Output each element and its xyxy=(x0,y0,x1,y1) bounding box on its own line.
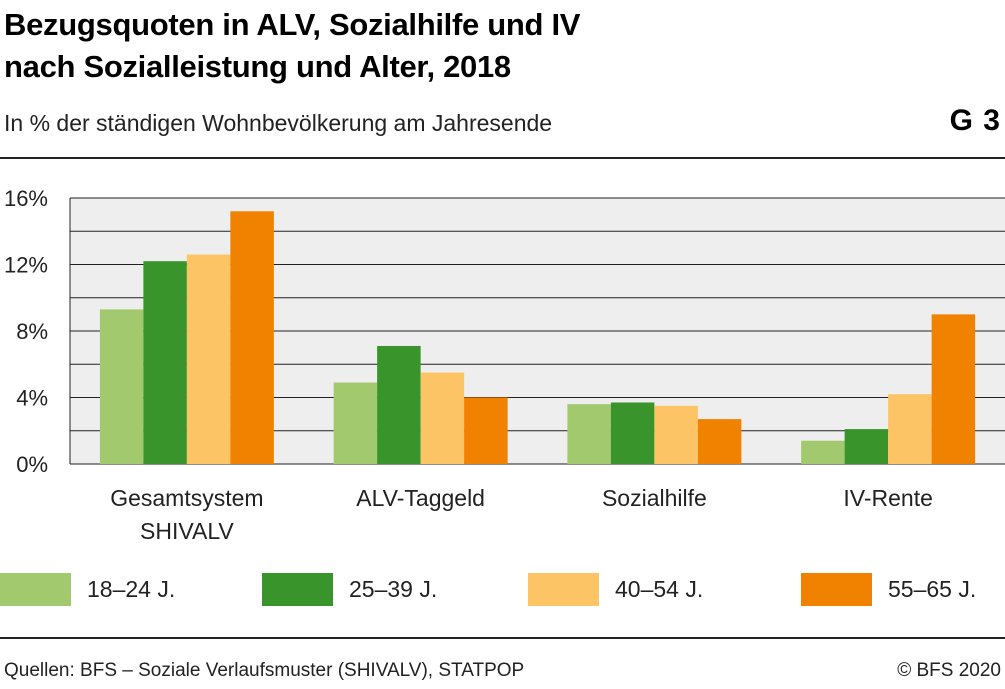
bar xyxy=(654,405,698,464)
copyright-note: © BFS 2020 xyxy=(897,660,1001,681)
bar xyxy=(333,382,378,464)
legend-label: 25–39 J. xyxy=(349,575,438,602)
y-tick-label: 12% xyxy=(4,253,48,278)
header-divider xyxy=(0,157,1005,159)
graph-number: G 3 xyxy=(949,104,1001,137)
bar-chart: 0% 4% 8% 12% 16% Gesamtsystem SHIVALV ALV-Tagge… xyxy=(4,186,1005,544)
legend-swatch xyxy=(262,572,333,606)
bar xyxy=(143,261,187,464)
y-tick-label: 8% xyxy=(16,319,48,344)
bar xyxy=(697,419,742,464)
bar xyxy=(377,345,421,464)
source-note: Quellen: BFS – Soziale Verlaufsmuster (S… xyxy=(4,660,525,681)
bar xyxy=(567,404,611,464)
x-tick-label: IV-Rente xyxy=(843,485,933,511)
footer-divider xyxy=(0,637,1005,639)
y-tick-label: 0% xyxy=(16,452,48,477)
legend-swatch xyxy=(528,572,599,606)
chart-title-line1: Bezugsquoten in ALV, Sozialhilfe und IV xyxy=(4,7,581,42)
y-tick-label: 16% xyxy=(4,186,48,211)
legend-item: 25–39 J. xyxy=(262,572,437,606)
legend-swatch xyxy=(0,572,71,606)
bar xyxy=(99,309,144,464)
x-tick-label: Gesamtsystem xyxy=(110,485,263,511)
bar xyxy=(464,397,508,464)
y-tick-label: 4% xyxy=(16,386,48,411)
legend-item: 55–65 J. xyxy=(801,572,976,606)
bar xyxy=(420,372,465,464)
chart-legend: 18–24 J. 25–39 J. 40–54 J. 55–65 J. xyxy=(0,572,1005,606)
x-tick-label: Sozialhilfe xyxy=(602,485,707,511)
bar xyxy=(844,429,889,464)
legend-label: 40–54 J. xyxy=(615,575,704,602)
legend-label: 55–65 J. xyxy=(888,575,977,602)
legend-label: 18–24 J. xyxy=(87,575,176,602)
chart-title-line2: nach Sozialleistung und Alter, 2018 xyxy=(4,49,511,84)
bar xyxy=(186,254,231,464)
chart-title: Bezugsquoten in ALV, Sozialhilfe und IV … xyxy=(4,4,580,88)
legend-item: 18–24 J. xyxy=(0,572,175,606)
bar xyxy=(610,402,655,464)
legend-item: 40–54 J. xyxy=(528,572,703,606)
x-tick-label: ALV-Taggeld xyxy=(356,485,485,511)
legend-swatch xyxy=(801,572,872,606)
bar xyxy=(230,211,274,464)
bar xyxy=(801,440,845,464)
bar xyxy=(888,394,932,464)
bar xyxy=(931,314,976,464)
x-tick-label: SHIVALV xyxy=(140,518,234,544)
chart-subtitle: In % der ständigen Wohnbevölkerung am Ja… xyxy=(4,110,553,136)
